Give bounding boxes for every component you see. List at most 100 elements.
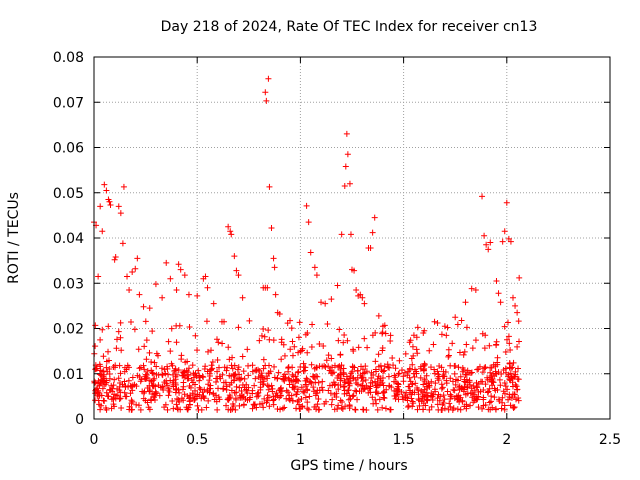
data-point [338,404,345,411]
data-point [295,349,302,356]
data-point [214,406,221,413]
x-tick-label: 1 [296,432,305,448]
data-point [401,369,408,376]
data-point [266,403,273,410]
chart-title: Day 218 of 2024, Rate Of TEC Index for r… [161,19,538,35]
data-point [278,388,285,395]
y-tick-label: 0.03 [53,276,84,292]
data-point [459,397,466,404]
data-point [380,382,387,389]
data-point [515,376,522,383]
data-point [377,377,384,384]
data-point [454,321,461,328]
data-point [142,397,149,404]
data-point [175,396,182,403]
data-point [304,387,311,394]
data-point [214,368,221,375]
data-point [307,249,314,256]
data-point [461,348,468,355]
data-point [423,383,430,390]
data-point [278,339,285,346]
data-point [205,348,212,355]
data-point [394,380,401,387]
plot-frame [93,56,611,420]
data-point [417,374,424,381]
data-point [198,395,205,402]
data-point [170,405,177,412]
data-point [129,374,136,381]
data-point [463,341,470,348]
data-point [434,320,441,327]
data-point [501,323,508,330]
data-point [442,368,449,375]
data-point [151,391,158,398]
data-point [398,367,405,374]
data-point [311,403,318,410]
data-point [140,303,147,310]
data-point [329,370,336,377]
data-point [481,232,488,239]
data-point [233,389,240,396]
data-point [421,327,428,334]
data-point [187,384,194,391]
data-point [472,337,479,344]
data-point [143,337,150,344]
data-point [360,406,367,413]
data-point [223,402,230,409]
data-point [196,372,203,379]
data-point [270,337,277,344]
data-point [363,368,370,375]
data-point [354,367,361,374]
data-point [475,381,482,388]
data-point [352,406,359,413]
data-point [428,403,435,410]
data-point [457,406,464,413]
data-point [295,334,302,341]
data-point [294,386,301,393]
data-point [195,367,202,374]
data-point [504,319,511,326]
data-point [331,406,338,413]
x-tick-label: 2 [502,432,511,448]
data-point [215,385,222,392]
data-point [501,379,508,386]
data-point [244,346,251,353]
data-point [157,384,164,391]
data-point [355,344,362,351]
data-point [380,394,387,401]
data-point [330,379,337,386]
data-point [285,375,292,382]
data-point [484,389,491,396]
data-point [174,406,181,413]
data-point [464,384,471,391]
data-point [516,338,523,345]
data-point [420,406,427,413]
data-point [286,376,293,383]
data-point [185,365,192,372]
data-point [149,369,156,376]
data-point [259,374,266,381]
data-point [175,261,182,268]
data-point [374,406,381,413]
data-point [343,130,350,137]
data-point [114,336,121,343]
data-point [469,345,476,352]
data-point [516,274,523,281]
data-point [445,353,452,360]
data-point [398,388,405,395]
data-point [290,373,297,380]
data-point [173,385,180,392]
data-point [300,368,307,375]
data-point [392,395,399,402]
data-point [233,383,240,390]
data-point [436,397,443,404]
data-point [318,384,325,391]
data-point [196,377,203,384]
data-point [228,387,235,394]
data-point [168,325,175,332]
data-point [453,376,460,383]
data-point [213,336,220,343]
data-point [490,361,497,368]
data-point [137,364,144,371]
data-point [492,368,499,375]
